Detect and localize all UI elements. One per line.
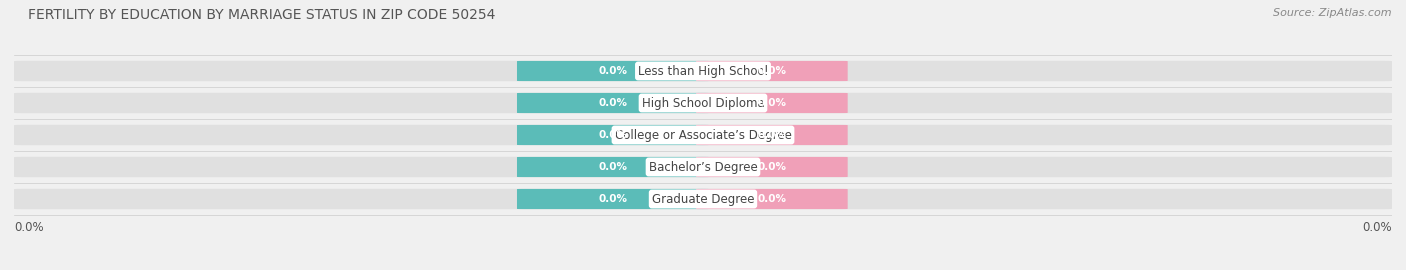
FancyBboxPatch shape <box>696 93 848 113</box>
FancyBboxPatch shape <box>696 157 848 177</box>
Text: 0.0%: 0.0% <box>599 162 628 172</box>
FancyBboxPatch shape <box>517 125 710 145</box>
Text: 0.0%: 0.0% <box>758 162 786 172</box>
Text: 0.0%: 0.0% <box>758 130 786 140</box>
FancyBboxPatch shape <box>517 61 710 81</box>
FancyBboxPatch shape <box>517 157 710 177</box>
FancyBboxPatch shape <box>696 189 848 209</box>
Text: Bachelor’s Degree: Bachelor’s Degree <box>648 160 758 174</box>
FancyBboxPatch shape <box>14 157 1392 177</box>
FancyBboxPatch shape <box>14 189 1392 209</box>
Text: Graduate Degree: Graduate Degree <box>652 193 754 205</box>
Text: FERTILITY BY EDUCATION BY MARRIAGE STATUS IN ZIP CODE 50254: FERTILITY BY EDUCATION BY MARRIAGE STATU… <box>28 8 495 22</box>
FancyBboxPatch shape <box>517 189 710 209</box>
Text: Less than High School: Less than High School <box>638 65 768 77</box>
Text: High School Diploma: High School Diploma <box>641 96 765 110</box>
Text: 0.0%: 0.0% <box>758 66 786 76</box>
Text: 0.0%: 0.0% <box>599 130 628 140</box>
Text: 0.0%: 0.0% <box>599 194 628 204</box>
Text: 0.0%: 0.0% <box>14 221 44 234</box>
Text: 0.0%: 0.0% <box>1362 221 1392 234</box>
Text: 0.0%: 0.0% <box>758 98 786 108</box>
Text: 0.0%: 0.0% <box>758 194 786 204</box>
Text: College or Associate’s Degree: College or Associate’s Degree <box>614 129 792 141</box>
FancyBboxPatch shape <box>14 93 1392 113</box>
FancyBboxPatch shape <box>517 93 710 113</box>
FancyBboxPatch shape <box>696 125 848 145</box>
FancyBboxPatch shape <box>696 61 848 81</box>
Text: 0.0%: 0.0% <box>599 98 628 108</box>
Text: Source: ZipAtlas.com: Source: ZipAtlas.com <box>1274 8 1392 18</box>
FancyBboxPatch shape <box>14 61 1392 81</box>
Text: 0.0%: 0.0% <box>599 66 628 76</box>
FancyBboxPatch shape <box>14 125 1392 145</box>
